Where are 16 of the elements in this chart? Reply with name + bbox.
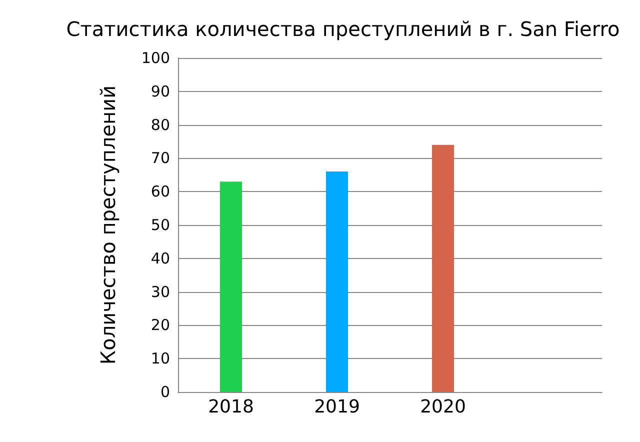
y-tick-label: 70 [150, 149, 170, 168]
x-tick-label: 2020 [420, 396, 466, 418]
y-tick-label: 0 [160, 383, 170, 401]
chart-title: Статистика количества преступлений в г. San Fierro [66, 17, 620, 41]
x-tick-label: 2018 [208, 396, 254, 418]
y-tick-label: 60 [150, 182, 170, 201]
y-axis-title: Количество преступлений [96, 85, 120, 365]
y-tick-label: 90 [150, 82, 170, 100]
y-tick-label: 50 [150, 216, 170, 234]
y-tick-label: 20 [150, 316, 170, 334]
y-tick-label: 40 [150, 249, 170, 268]
x-tick-label: 2019 [314, 396, 360, 418]
y-tick-label: 10 [150, 350, 170, 368]
y-tick-label: 100 [141, 49, 170, 67]
y-tick-label: 30 [150, 282, 170, 301]
y-tick-label: 80 [150, 116, 170, 134]
